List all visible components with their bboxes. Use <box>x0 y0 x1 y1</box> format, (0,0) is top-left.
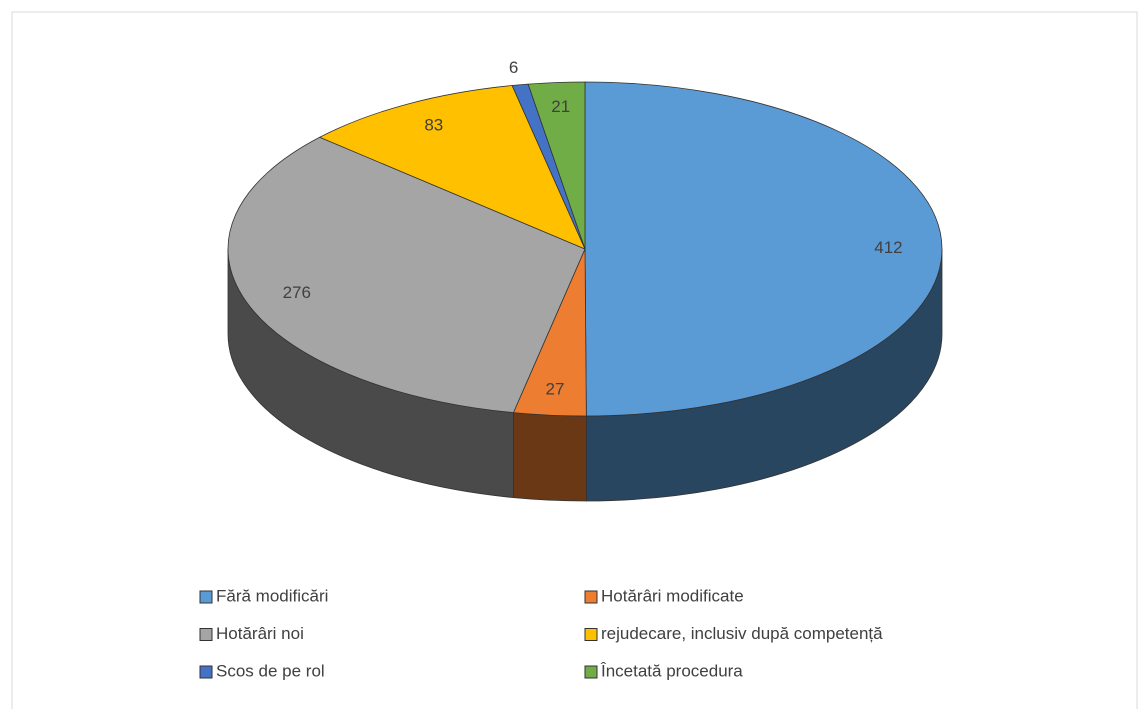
slice-side <box>513 412 587 502</box>
legend-label: Fără modificări <box>216 586 328 605</box>
legend-label: Hotărâri noi <box>216 624 304 643</box>
legend-swatch <box>199 628 213 641</box>
legend-label: rejudecare, inclusiv după competență <box>601 624 883 643</box>
legend-swatch <box>584 628 598 641</box>
slice <box>227 136 586 414</box>
slice <box>527 81 586 250</box>
legend-swatch <box>199 665 213 679</box>
legend-swatch <box>584 590 598 604</box>
legend-label: Scos de pe rol <box>216 661 325 680</box>
legend-label: Încetată procedura <box>600 661 743 680</box>
data-label: 21 <box>551 97 570 116</box>
data-label: 276 <box>283 283 311 302</box>
data-label: 83 <box>424 115 443 134</box>
slice <box>584 81 943 417</box>
data-label: 6 <box>509 58 518 77</box>
data-label: 412 <box>874 238 902 257</box>
data-label: 27 <box>546 380 565 399</box>
slice <box>318 85 586 250</box>
legend-swatch <box>584 665 598 679</box>
legend-label: Hotărâri modificate <box>601 586 744 605</box>
legend-swatch <box>199 590 213 604</box>
